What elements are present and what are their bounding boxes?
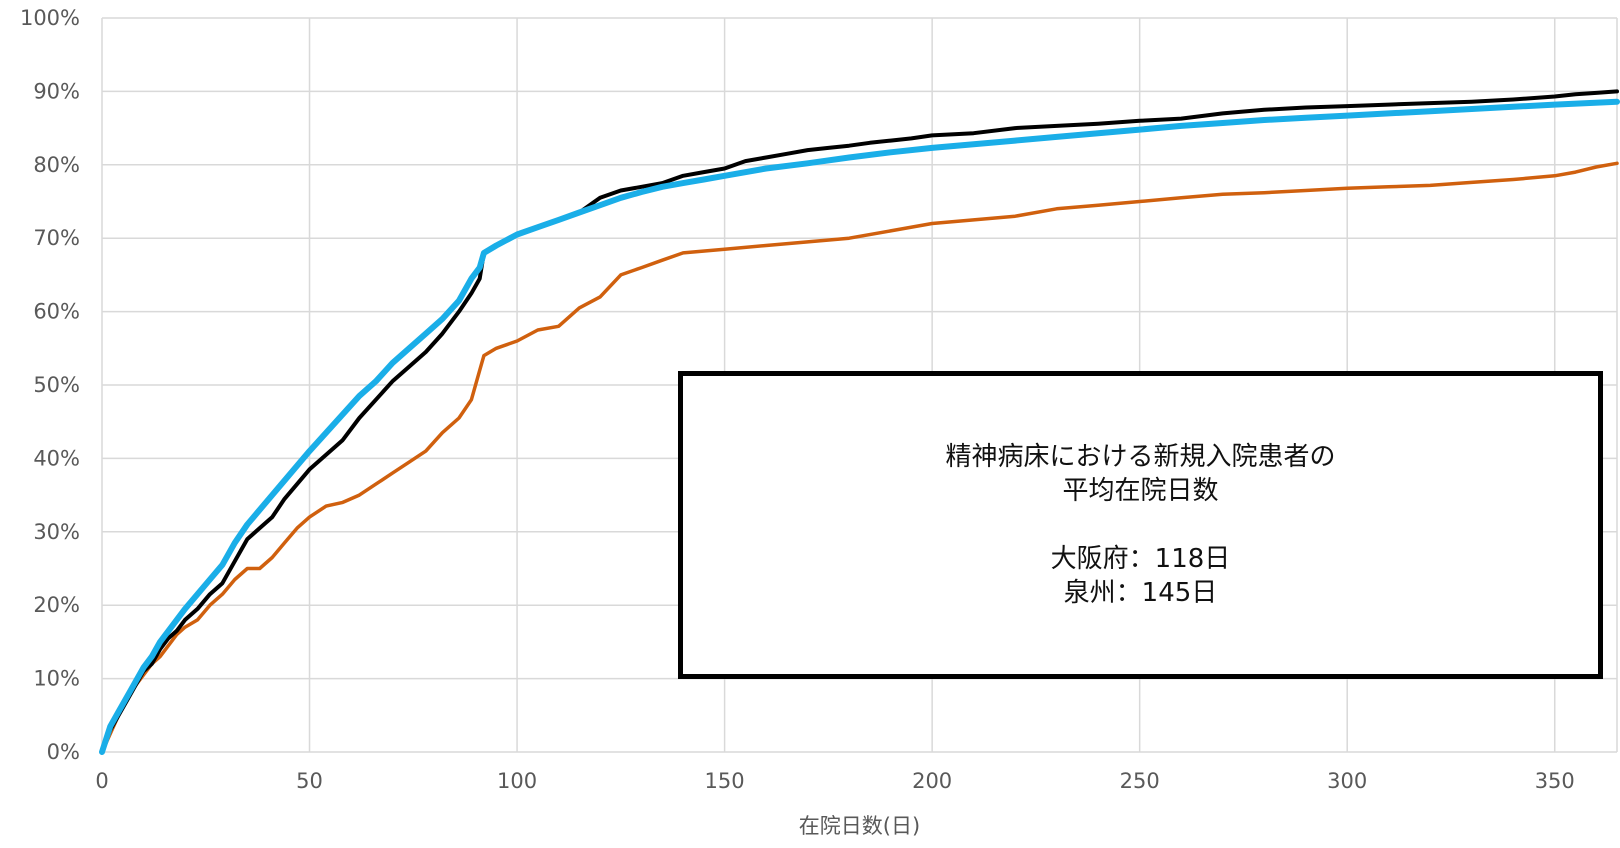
y-tick-label: 60% [33,300,80,324]
annotation-box: 精神病床における新規入院患者の 平均在院日数 大阪府：118日 泉州：145日 [678,371,1603,679]
x-tick-label: 150 [705,769,745,793]
annotation-line-1: 精神病床における新規入院患者の [945,442,1336,472]
x-tick-label: 0 [95,769,108,793]
x-tick-label: 300 [1327,769,1367,793]
series-lines [99,89,1620,755]
y-tick-label: 0% [47,740,80,764]
y-tick-label: 80% [33,153,80,177]
annotation-line-osaka: 大阪府：118日 [1050,544,1231,574]
annotation-line-senshu: 泉州：145日 [1063,578,1218,608]
x-axis-title: 在院日数(日) [799,814,920,838]
y-tick-label: 40% [33,446,80,470]
x-tick-label: 50 [296,769,323,793]
x-tick-labels: 0 50 100 150 200 250 300 350 [95,769,1574,793]
x-tick-label: 350 [1535,769,1575,793]
x-tick-label: 200 [912,769,952,793]
y-tick-label: 100% [20,6,80,30]
y-tick-label: 70% [33,226,80,250]
y-tick-labels: 0% 10% 20% 30% 40% 50% 60% 70% 80% 90% 100% [20,6,80,764]
x-tick-label: 250 [1120,769,1160,793]
y-tick-label: 50% [33,373,80,397]
y-tick-label: 20% [33,593,80,617]
annotation-line-2: 平均在院日数 [1062,476,1219,506]
x-tick-label: 100 [497,769,537,793]
y-tick-label: 10% [33,667,80,691]
y-tick-label: 30% [33,520,80,544]
series-line-2 [100,161,1619,754]
y-tick-label: 90% [33,79,80,103]
series-line-1 [99,98,1620,755]
